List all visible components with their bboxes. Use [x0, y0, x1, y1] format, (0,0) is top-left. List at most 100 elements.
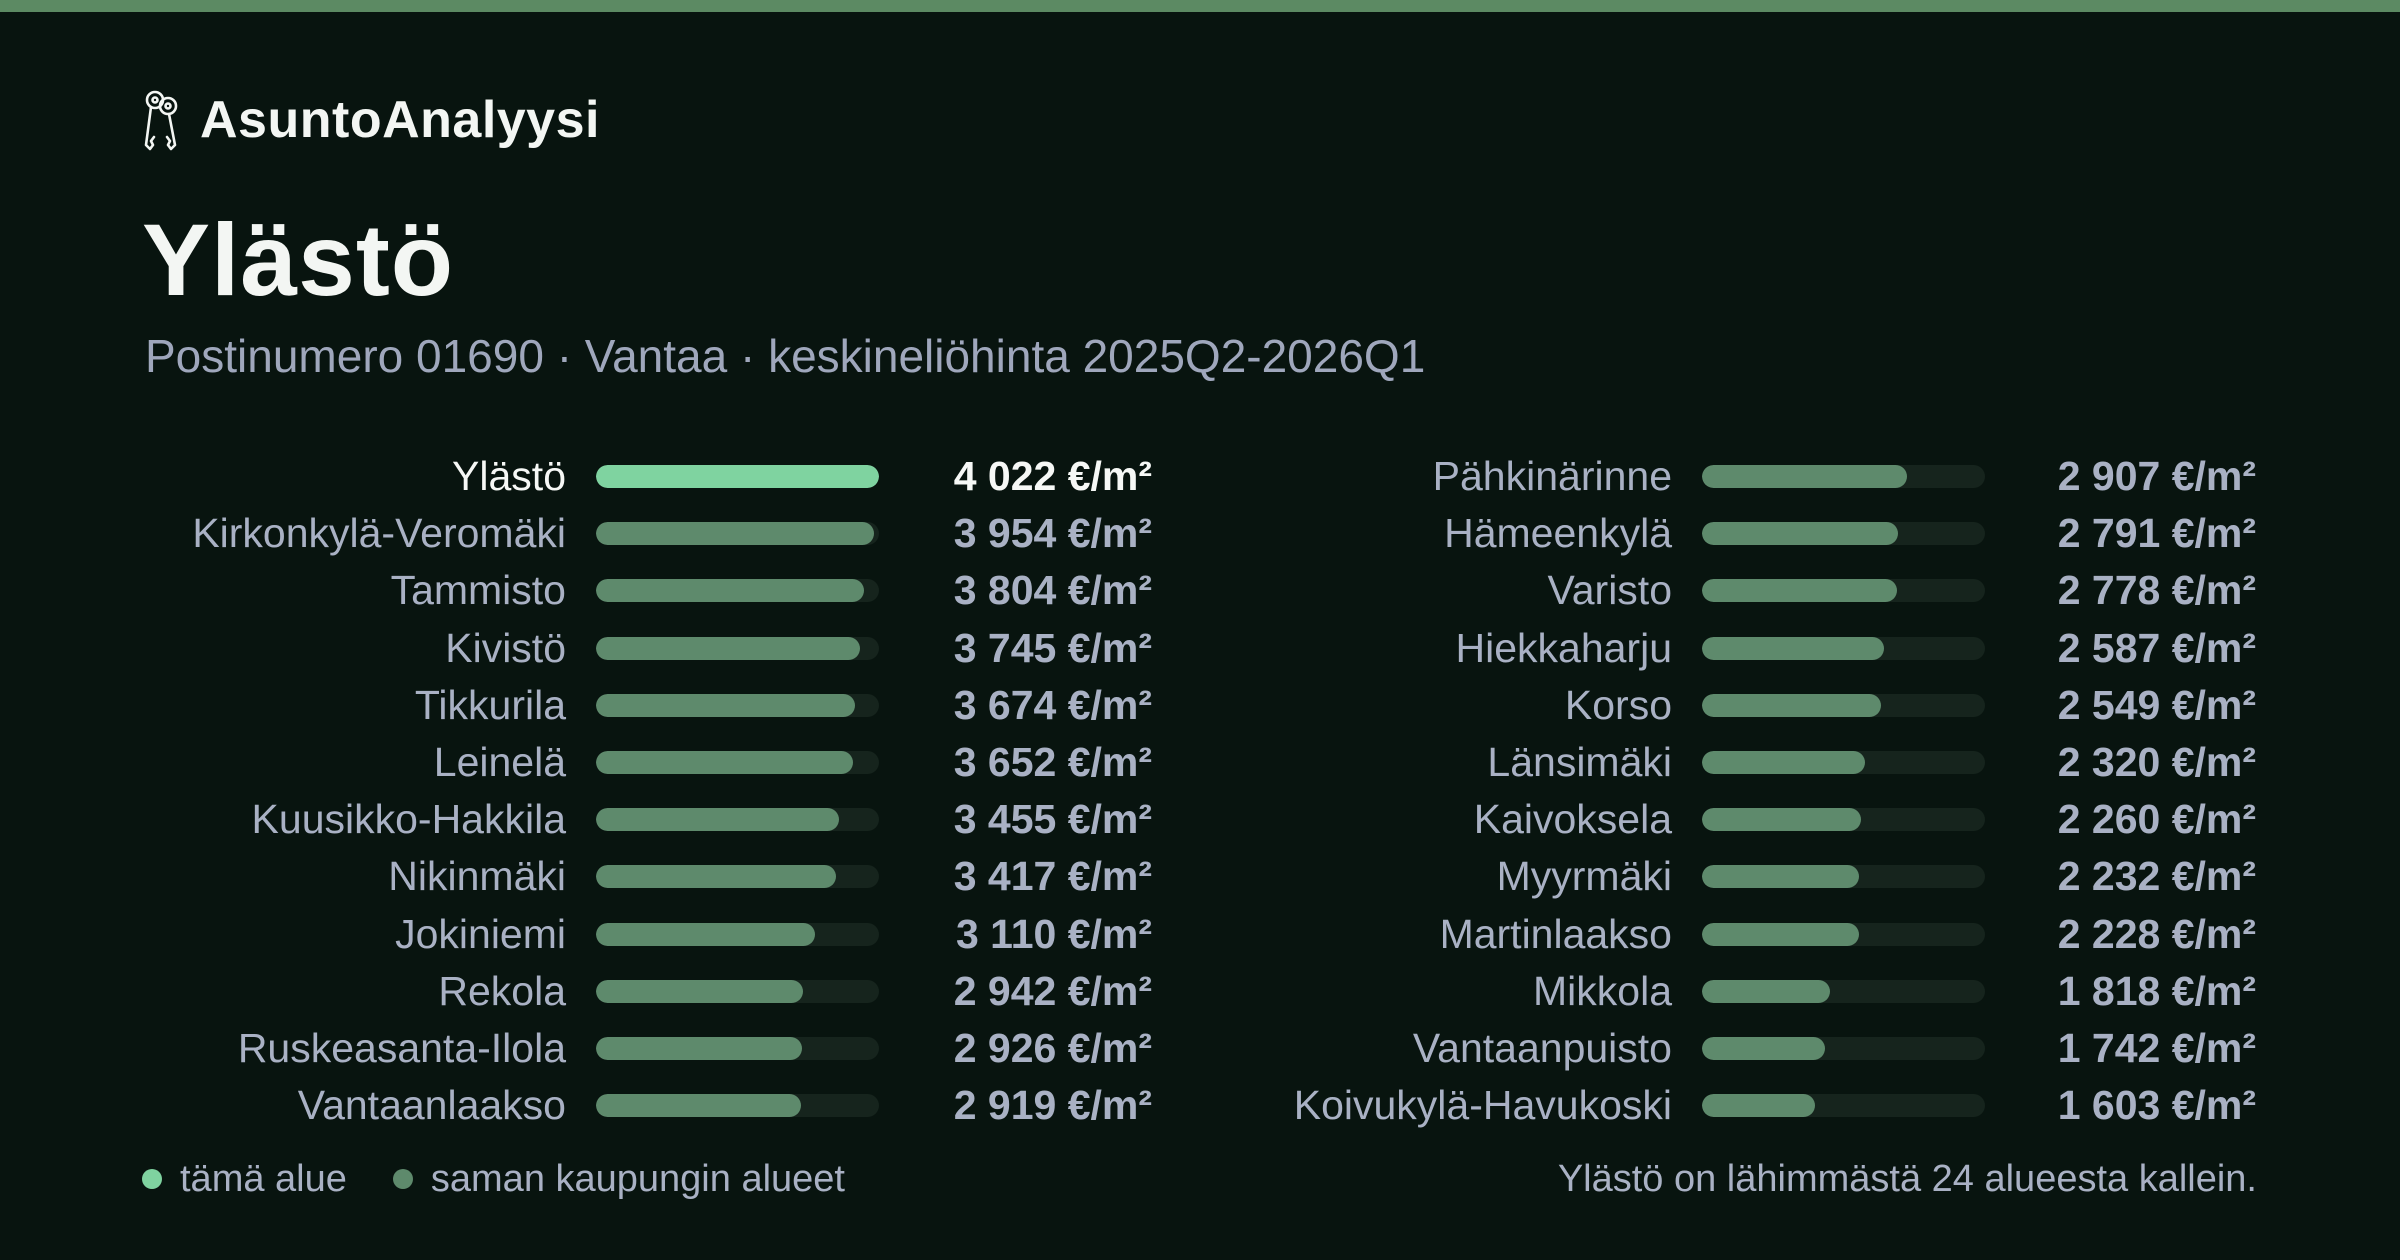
bar-value-label: 1 603 €/m² — [2057, 1082, 2256, 1129]
bar-track — [1702, 522, 1985, 546]
bar-label: Myyrmäki — [1496, 853, 1672, 900]
bar-value-label: 1 818 €/m² — [2057, 967, 2256, 1014]
bar-label: Ruskeasanta-Ilola — [237, 1025, 566, 1071]
bar-row: Myyrmäki 2 232 €/m² — [1200, 848, 2400, 905]
bar-value-label: 3 652 €/m² — [953, 739, 1152, 785]
bar-value-label: 1 742 €/m² — [2057, 1025, 2256, 1071]
bar-value-label: 3 954 €/m² — [953, 510, 1152, 557]
legend-item-others: saman kaupungin alueet — [392, 1157, 845, 1201]
bar-fill — [1702, 465, 1907, 488]
bar-fill — [1702, 865, 1860, 889]
bar-track — [1702, 465, 1985, 488]
bar-row: Kuusikko-Hakkila 3 455 €/m² — [0, 791, 1180, 848]
bar-track — [596, 693, 879, 717]
bar-label: Kaivoksela — [1473, 796, 1672, 843]
bar-row: Rekola 2 942 €/m² — [0, 963, 1180, 1020]
legend-label-current: tämä alue — [180, 1157, 347, 1200]
bar-value-label: 2 778 €/m² — [2057, 567, 2256, 614]
bar-value-label: 2 228 €/m² — [2057, 910, 2256, 957]
bar-fill — [1702, 922, 1859, 946]
bar-row: Hiekkaharju 2 587 €/m² — [1200, 620, 2400, 677]
keys-icon — [144, 90, 178, 151]
bar-value-label: 3 745 €/m² — [953, 624, 1152, 671]
bar-track — [1702, 636, 1985, 660]
bar-fill — [596, 1094, 802, 1118]
bar-track — [596, 751, 879, 774]
bar-value-label: 2 260 €/m² — [2057, 796, 2256, 843]
bar-track — [1702, 922, 1985, 946]
bar-fill — [596, 865, 837, 889]
bar-fill — [1702, 522, 1899, 546]
bar-label: Länsimäki — [1487, 739, 1672, 785]
brand: AsuntoAnalyysi — [142, 88, 600, 152]
bar-track — [1702, 808, 1985, 832]
bar-track — [596, 465, 879, 488]
bar-track — [1702, 579, 1985, 603]
bar-label: Koivukylä-Havukoski — [1293, 1082, 1672, 1129]
bar-fill — [596, 979, 803, 1003]
bar-value-label: 2 587 €/m² — [2057, 624, 2256, 671]
bar-label: Tammisto — [390, 567, 566, 614]
bar-track — [596, 1037, 879, 1060]
ranking-summary: Ylästö on lähimmästä 24 alueesta kallein… — [1557, 1158, 2257, 1200]
bar-track — [596, 808, 879, 832]
bar-fill — [596, 808, 840, 832]
bar-value-label: 4 022 €/m² — [953, 453, 1152, 499]
bar-label: Hiekkaharju — [1455, 624, 1673, 671]
bar-track — [1702, 979, 1985, 1003]
legend-dot-current-icon — [142, 1169, 162, 1189]
bar-fill — [596, 579, 864, 603]
legend-label-others: saman kaupungin alueet — [430, 1157, 845, 1200]
bar-row: Koivukylä-Havukoski 1 603 €/m² — [1200, 1077, 2400, 1134]
bar-label: Pähkinärinne — [1432, 453, 1672, 499]
bar-fill — [596, 636, 860, 660]
bar-value-label: 2 919 €/m² — [953, 1082, 1152, 1129]
bar-value-label: 2 791 €/m² — [2057, 510, 2256, 557]
bar-label: Kuusikko-Hakkila — [251, 796, 566, 843]
bar-label: Vantaanlaakso — [297, 1082, 566, 1129]
bar-track — [596, 636, 879, 660]
bar-row: Varisto 2 778 €/m² — [1200, 562, 2400, 619]
bar-track — [596, 522, 879, 546]
bar-label: Hämeenkylä — [1444, 510, 1672, 557]
bar-row: Nikinmäki 3 417 €/m² — [0, 848, 1180, 905]
bar-label: Kivistö — [445, 624, 566, 671]
bar-row: Kivistö 3 745 €/m² — [0, 620, 1180, 677]
bar-value-label: 2 907 €/m² — [2057, 453, 2256, 499]
bar-value-label: 2 926 €/m² — [953, 1025, 1152, 1071]
bar-track — [1702, 865, 1985, 889]
bar-fill — [1702, 693, 1882, 717]
bar-row: Hämeenkylä 2 791 €/m² — [1200, 505, 2400, 562]
bar-fill — [1702, 579, 1898, 603]
bar-row: Korso 2 549 €/m² — [1200, 677, 2400, 734]
bar-fill — [1702, 1037, 1825, 1060]
bar-value-label: 2 942 €/m² — [953, 967, 1152, 1014]
bar-track — [596, 922, 879, 946]
bar-value-label: 3 455 €/m² — [953, 796, 1152, 843]
bar-label: Ylästö — [452, 453, 566, 499]
bar-fill — [596, 751, 853, 774]
bar-row: Länsimäki 2 320 €/m² — [1200, 734, 2400, 791]
bar-label: Kirkonkylä-Veromäki — [192, 510, 566, 557]
bar-row: Pähkinärinne 2 907 €/m² — [1200, 448, 2400, 505]
page-title: Ylästö — [142, 203, 455, 317]
brand-name: AsuntoAnalyysi — [200, 91, 600, 149]
bar-value-label: 3 417 €/m² — [953, 853, 1152, 900]
bar-fill — [1702, 1094, 1815, 1118]
bar-value-label: 3 804 €/m² — [953, 567, 1152, 614]
bar-value-label: 2 232 €/m² — [2057, 853, 2256, 900]
bar-track — [596, 1094, 879, 1118]
chart-legend: tämä alue saman kaupungin alueet — [142, 1152, 891, 1206]
bar-label: Martinlaakso — [1439, 910, 1672, 957]
bar-row: Vantaanlaakso 2 919 €/m² — [0, 1077, 1180, 1134]
bar-row: Leinelä 3 652 €/m² — [0, 734, 1180, 791]
bar-fill — [596, 1037, 802, 1060]
bar-row: Jokiniemi 3 110 €/m² — [0, 906, 1180, 963]
bar-label: Tikkurila — [414, 681, 566, 728]
bar-fill — [596, 922, 815, 946]
bar-label: Vantaanpuisto — [1412, 1025, 1672, 1071]
bar-fill — [596, 522, 875, 546]
bar-track — [596, 979, 879, 1003]
bar-row: Tikkurila 3 674 €/m² — [0, 677, 1180, 734]
bar-track — [1702, 1037, 1985, 1060]
